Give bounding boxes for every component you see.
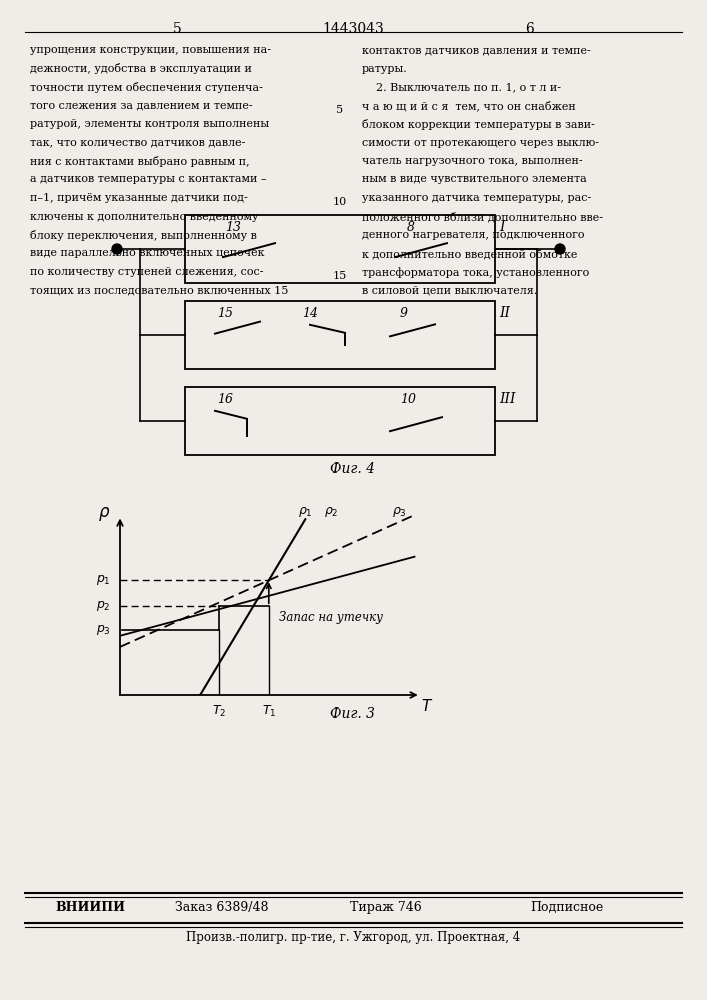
Text: $\rho_3$: $\rho_3$ bbox=[392, 505, 407, 519]
Text: ратуры.: ратуры. bbox=[362, 64, 408, 74]
Text: 13: 13 bbox=[225, 221, 241, 234]
Text: виде параллельно включенных цепочек: виде параллельно включенных цепочек bbox=[30, 248, 264, 258]
Text: 1443043: 1443043 bbox=[322, 22, 384, 36]
Circle shape bbox=[112, 244, 122, 254]
Text: Заказ 6389/48: Заказ 6389/48 bbox=[175, 901, 269, 914]
Text: II: II bbox=[499, 306, 510, 320]
Circle shape bbox=[555, 244, 565, 254]
Text: $p_1$: $p_1$ bbox=[96, 573, 111, 587]
Bar bbox=[185, 301, 495, 369]
Text: 9: 9 bbox=[400, 307, 408, 320]
Text: 14: 14 bbox=[302, 307, 318, 320]
Text: 10: 10 bbox=[400, 393, 416, 406]
Text: в силовой цепи выключателя.: в силовой цепи выключателя. bbox=[362, 286, 537, 296]
Text: указанного датчика температуры, рас-: указанного датчика температуры, рас- bbox=[362, 193, 591, 203]
Text: п–1, причём указанные датчики под-: п–1, причём указанные датчики под- bbox=[30, 193, 247, 203]
Text: точности путем обеспечения ступенча-: точности путем обеспечения ступенча- bbox=[30, 82, 263, 93]
Text: 10: 10 bbox=[333, 197, 347, 207]
Text: Произв.-полигр. пр-тие, г. Ужгород, ул. Проектная, 4: Произв.-полигр. пр-тие, г. Ужгород, ул. … bbox=[186, 931, 520, 944]
Text: денного нагревателя, подключенного: денного нагревателя, подключенного bbox=[362, 230, 585, 240]
Text: Фиг. 3: Фиг. 3 bbox=[330, 707, 375, 721]
Text: $T$: $T$ bbox=[421, 698, 433, 714]
Text: 6: 6 bbox=[525, 22, 534, 36]
Text: Подписное: Подписное bbox=[530, 901, 603, 914]
Text: того слежения за давлением и темпе-: того слежения за давлением и темпе- bbox=[30, 101, 252, 110]
Text: так, что количество датчиков давле-: так, что количество датчиков давле- bbox=[30, 137, 245, 147]
Text: ратурой, элементы контроля выполнены: ратурой, элементы контроля выполнены bbox=[30, 119, 269, 129]
Text: ВНИИПИ: ВНИИПИ bbox=[55, 901, 125, 914]
Text: блоком коррекции температуры в зави-: блоком коррекции температуры в зави- bbox=[362, 119, 595, 130]
Text: $\rho_2$: $\rho_2$ bbox=[324, 505, 338, 519]
Text: I: I bbox=[499, 220, 505, 234]
Text: 5: 5 bbox=[337, 105, 344, 115]
Text: $p_3$: $p_3$ bbox=[96, 623, 111, 637]
Text: Фиг. 4: Фиг. 4 bbox=[330, 462, 375, 476]
Text: упрощения конструкции, повышения на-: упрощения конструкции, повышения на- bbox=[30, 45, 271, 55]
Text: симости от протекающего через выклю-: симости от протекающего через выклю- bbox=[362, 137, 599, 147]
Text: 15: 15 bbox=[217, 307, 233, 320]
Text: 5: 5 bbox=[173, 22, 182, 36]
Text: 16: 16 bbox=[217, 393, 233, 406]
Text: дежности, удобства в эксплуатации и: дежности, удобства в эксплуатации и bbox=[30, 64, 252, 75]
Text: тоящих из последовательно включенных 15: тоящих из последовательно включенных 15 bbox=[30, 286, 288, 296]
Text: ключены к дополнительно введенному: ключены к дополнительно введенному bbox=[30, 212, 259, 222]
Text: $\rho_1$: $\rho_1$ bbox=[298, 505, 312, 519]
Bar bbox=[185, 215, 495, 283]
Text: $T_2$: $T_2$ bbox=[212, 704, 226, 719]
Text: чатель нагрузочного тока, выполнен-: чатель нагрузочного тока, выполнен- bbox=[362, 156, 583, 166]
Text: ным в виде чувствительного элемента: ным в виде чувствительного элемента bbox=[362, 174, 587, 184]
Text: ч а ю щ и й с я  тем, что он снабжен: ч а ю щ и й с я тем, что он снабжен bbox=[362, 101, 575, 111]
Text: 2. Выключатель по п. 1, о т л и-: 2. Выключатель по п. 1, о т л и- bbox=[362, 82, 561, 92]
Text: $T_1$: $T_1$ bbox=[262, 704, 276, 719]
Text: а датчиков температуры с контактами –: а датчиков температуры с контактами – bbox=[30, 174, 267, 184]
Text: $p_2$: $p_2$ bbox=[96, 599, 111, 613]
Text: Тираж 746: Тираж 746 bbox=[350, 901, 422, 914]
Text: положенного вблизи дополнительно вве-: положенного вблизи дополнительно вве- bbox=[362, 212, 603, 222]
Text: $\rho$: $\rho$ bbox=[98, 505, 111, 523]
Text: ния с контактами выбрано равным п,: ния с контактами выбрано равным п, bbox=[30, 156, 250, 167]
Text: трансформатора тока, установленного: трансформатора тока, установленного bbox=[362, 267, 589, 278]
Text: по количеству ступеней слежения, сос-: по количеству ступеней слежения, сос- bbox=[30, 267, 264, 277]
Text: 15: 15 bbox=[333, 271, 347, 281]
Text: Запас на утечку: Запас на утечку bbox=[279, 611, 382, 624]
Text: к дополнительно введенной обмотке: к дополнительно введенной обмотке bbox=[362, 248, 578, 259]
Text: 8: 8 bbox=[407, 221, 415, 234]
Text: III: III bbox=[499, 392, 515, 406]
Bar bbox=[185, 387, 495, 455]
Text: контактов датчиков давления и темпе-: контактов датчиков давления и темпе- bbox=[362, 45, 591, 55]
Text: блоку переключения, выполненному в: блоку переключения, выполненному в bbox=[30, 230, 257, 241]
